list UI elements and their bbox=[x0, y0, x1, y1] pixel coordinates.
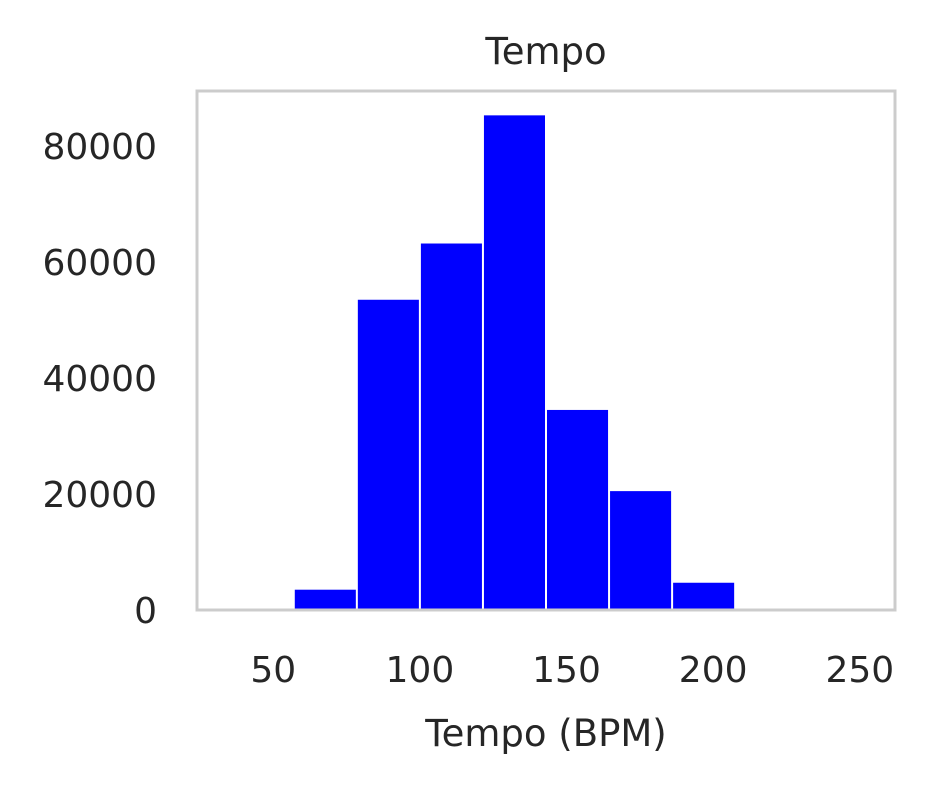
plot-frame bbox=[197, 91, 895, 610]
histogram-bar bbox=[295, 590, 356, 610]
histogram-bar bbox=[484, 115, 545, 610]
histogram-bar bbox=[421, 244, 482, 610]
y-tick-label: 20000 bbox=[42, 475, 157, 516]
x-tick-label: 200 bbox=[679, 650, 748, 691]
x-tick-label: 150 bbox=[532, 650, 601, 691]
histogram-bar bbox=[610, 491, 671, 610]
histogram-bar bbox=[358, 300, 419, 610]
histogram-bar bbox=[673, 583, 734, 610]
y-tick-label: 60000 bbox=[42, 243, 157, 284]
y-tick-labels: 0 20000 40000 60000 80000 bbox=[42, 127, 157, 632]
x-tick-label: 50 bbox=[250, 650, 296, 691]
x-axis-label: Tempo (BPM) bbox=[424, 712, 667, 755]
chart-title: Tempo bbox=[484, 30, 606, 73]
y-tick-label: 40000 bbox=[42, 359, 157, 400]
y-tick-label: 80000 bbox=[42, 127, 157, 168]
x-tick-label: 100 bbox=[386, 650, 455, 691]
y-tick-label: 0 bbox=[134, 591, 157, 632]
x-tick-label: 250 bbox=[825, 650, 894, 691]
bars-layer bbox=[295, 115, 860, 610]
histogram-bar bbox=[547, 410, 608, 610]
x-tick-labels: 50 100 150 200 250 bbox=[250, 650, 894, 691]
